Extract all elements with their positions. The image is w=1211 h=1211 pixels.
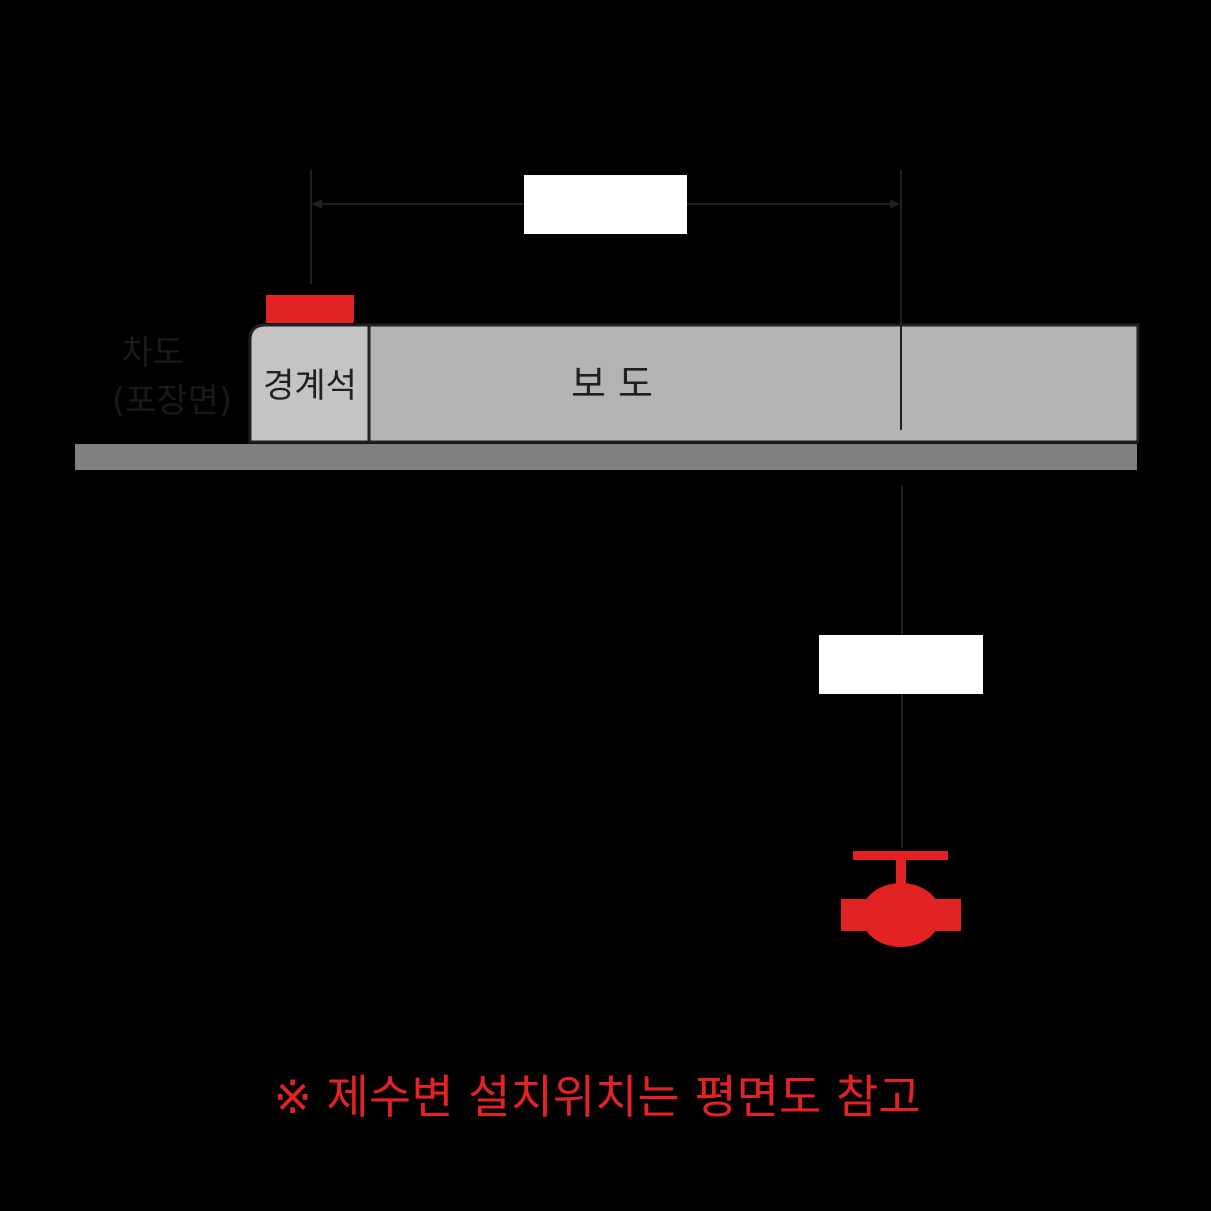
dimension-box-vertical — [819, 635, 983, 694]
dimension-box-top — [524, 175, 687, 234]
sidewalk-label: 보 도 — [571, 362, 653, 406]
base-layer — [75, 444, 1137, 470]
curb-label: 경계석 — [263, 366, 357, 406]
roadway-label-line2: (포장면) — [112, 381, 232, 421]
roadway-label-line1: 차도 — [121, 333, 184, 373]
gate-valve-icon — [841, 851, 961, 947]
sidewalk-block — [366, 323, 1140, 444]
curb-stone — [248, 323, 371, 444]
curb-marker-icon — [266, 295, 354, 323]
roadway-label: 차도 (포장면) — [112, 333, 232, 421]
installation-note: ※ 제수변 설치위치는 평면도 참고 — [273, 1070, 920, 1124]
